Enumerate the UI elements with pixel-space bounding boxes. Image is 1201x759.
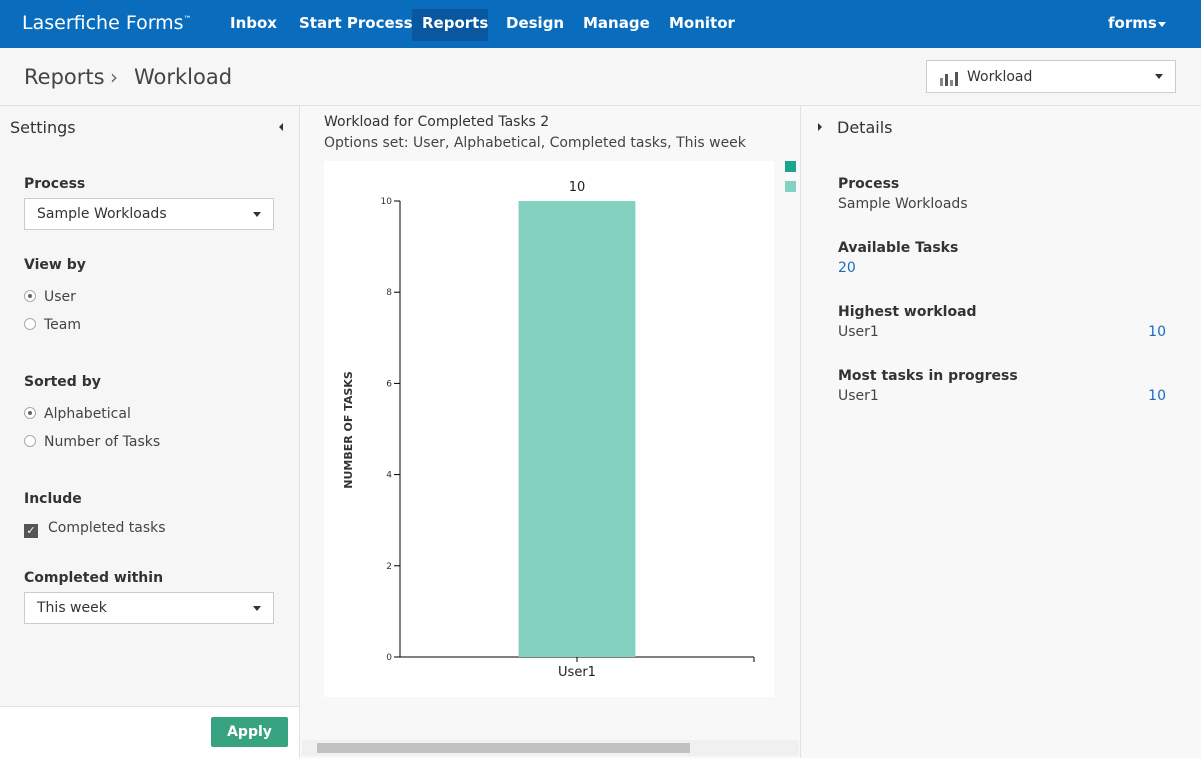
panel-title: Details: [837, 118, 893, 137]
select-text: This week: [37, 600, 107, 616]
brand-text: Laserfiche Forms: [22, 12, 184, 34]
y-tick-label: 4: [386, 471, 392, 481]
detail-link[interactable]: 20: [838, 260, 856, 276]
page-header: Reports › Workload Workload: [0, 48, 1201, 106]
option-text: User: [44, 289, 76, 305]
details-panel: Details Process Sample Workloads Availab…: [800, 106, 1201, 758]
y-tick-label: 2: [386, 562, 392, 572]
detail-label: Process: [838, 176, 900, 192]
breadcrumb: Workload: [134, 65, 233, 89]
expand-toggle[interactable]: [818, 123, 822, 131]
field-label: View by: [24, 257, 86, 273]
report-select[interactable]: Workload: [926, 60, 1176, 93]
detail-label: Available Tasks: [838, 240, 959, 256]
panel-title: Settings: [10, 118, 76, 137]
field-label: Completed within: [24, 570, 164, 586]
detail-value: User1: [838, 388, 879, 404]
detail-link[interactable]: 10: [1148, 388, 1166, 404]
report-icon: [940, 72, 958, 86]
nav-item[interactable]: Design: [506, 14, 565, 32]
field-label: Process: [24, 176, 86, 192]
x-tick-label: User1: [558, 665, 596, 680]
nav-item[interactable]: Inbox: [230, 14, 277, 32]
legend-swatch: [785, 181, 796, 192]
h-scrollbar[interactable]: [302, 740, 799, 756]
detail-label: Highest workload: [838, 304, 977, 320]
y-axis-label: NUMBER OF TASKS: [342, 371, 355, 489]
radio-option[interactable]: Team: [24, 317, 81, 333]
apply-button[interactable]: Apply: [211, 717, 288, 747]
detail-value: User1: [838, 324, 879, 340]
y-tick-label: 10: [381, 197, 393, 207]
option-text: Number of Tasks: [44, 434, 161, 450]
brand[interactable]: Laserfiche Forms™: [22, 12, 192, 34]
radio-option[interactable]: Alphabetical: [24, 406, 131, 422]
chart: NUMBER OF TASKS 0 2 4 6 8 10 User1 10: [324, 161, 774, 697]
select-text: Sample Workloads: [37, 206, 167, 222]
nav-item[interactable]: Monitor: [669, 14, 735, 32]
within-select[interactable]: This week: [24, 592, 274, 624]
option-text: Completed tasks: [48, 520, 166, 536]
active-tab: [412, 9, 488, 41]
y-tick-label: 0: [386, 653, 392, 663]
detail-value: Sample Workloads: [838, 196, 968, 212]
field-label: Sorted by: [24, 374, 101, 390]
value-label: 10: [569, 180, 586, 195]
breadcrumb-sep: ›: [110, 65, 118, 89]
breadcrumb[interactable]: Reports: [24, 65, 105, 89]
nav-item[interactable]: Manage: [583, 14, 650, 32]
scroll-thumb[interactable]: [317, 743, 690, 753]
option-text: Team: [44, 317, 82, 333]
bar: [518, 201, 636, 657]
checkbox-option[interactable]: ✓ Completed tasks: [24, 520, 166, 538]
top-nav: Laserfiche Forms™ Inbox Start Process Re…: [0, 0, 1201, 48]
user-menu[interactable]: forms: [1108, 14, 1157, 32]
nav-item[interactable]: Start Process: [299, 14, 413, 32]
process-select[interactable]: Sample Workloads: [24, 198, 274, 230]
nav-item[interactable]: Reports: [422, 14, 489, 32]
radio-option[interactable]: Number of Tasks: [24, 434, 160, 450]
option-text: Alphabetical: [44, 406, 131, 422]
report-select-text: Workload: [967, 69, 1033, 85]
field-label: Include: [24, 491, 82, 507]
y-tick-label: 8: [386, 288, 392, 298]
y-tick-label: 6: [386, 379, 392, 389]
detail-link[interactable]: 10: [1148, 324, 1166, 340]
trademark: ™: [183, 14, 192, 24]
radio-option[interactable]: User: [24, 289, 76, 305]
chart-subtitle: Options set: User, Alphabetical, Complet…: [324, 135, 746, 151]
user-caret: [1158, 22, 1166, 27]
legend-swatch: [785, 161, 796, 172]
collapse-toggle[interactable]: [279, 123, 283, 131]
settings-panel: Settings Process Sample Workloads View b…: [0, 106, 300, 759]
detail-label: Most tasks in progress: [838, 368, 1018, 384]
chart-title: Workload for Completed Tasks 2: [324, 114, 550, 130]
